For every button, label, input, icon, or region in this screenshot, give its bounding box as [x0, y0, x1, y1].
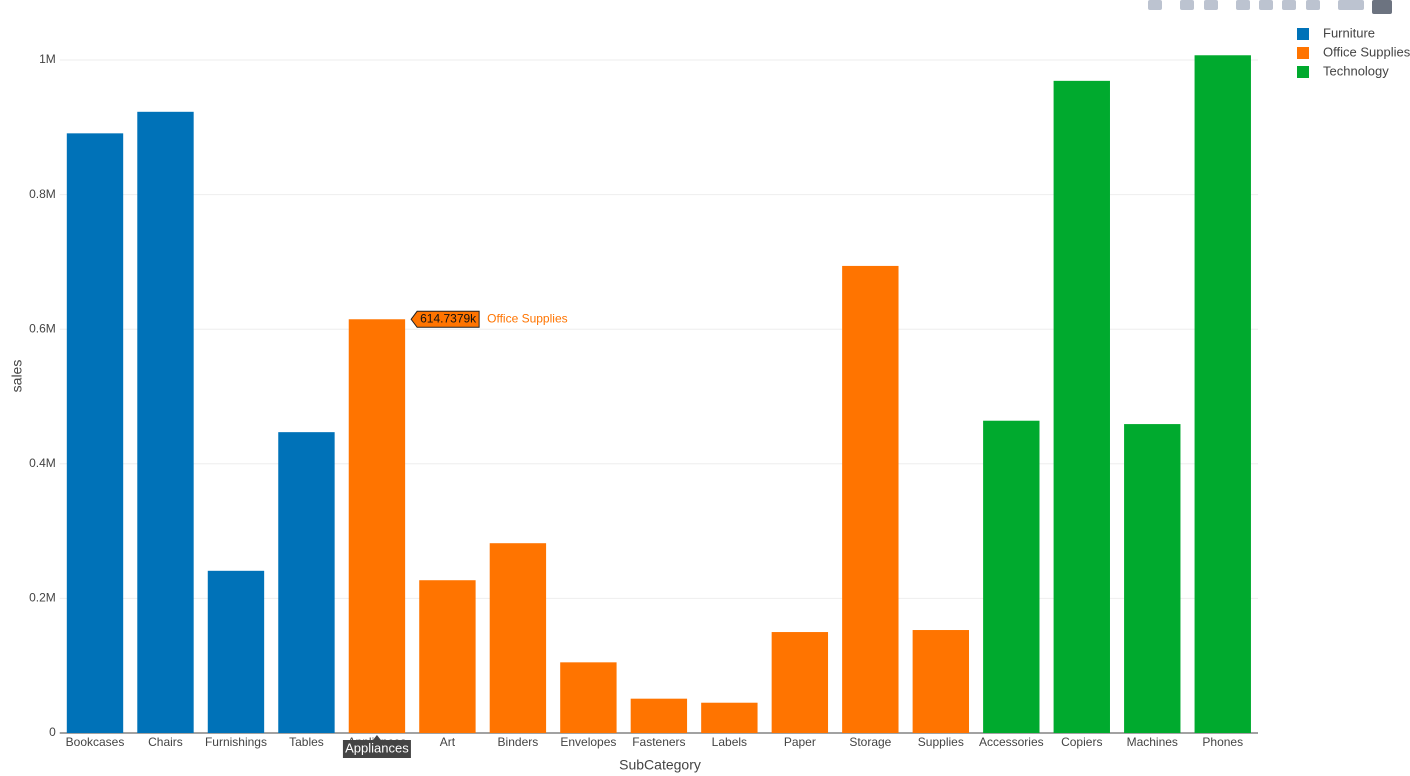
legend-label: Furniture — [1323, 25, 1375, 40]
x-tick-label: Machines — [1127, 735, 1178, 749]
y-tick-label: 0.4M — [29, 456, 56, 470]
home-icon[interactable] — [1306, 0, 1320, 10]
x-tick-label: Storage — [849, 735, 891, 749]
x-axis-label: SubCategory — [619, 757, 701, 773]
y-tick-label: 0 — [49, 725, 56, 739]
toolbar[interactable] — [1148, 0, 1392, 14]
bar — [701, 702, 758, 733]
bar — [630, 698, 688, 733]
y-tick-label: 0.8M — [29, 187, 56, 201]
zoom-icon[interactable] — [1180, 0, 1194, 10]
bar — [842, 265, 899, 733]
bar — [137, 111, 194, 733]
hover-box — [410, 310, 480, 328]
compare-icon[interactable] — [1372, 0, 1392, 14]
x-tick-label: Bookcases — [66, 735, 125, 749]
bar — [419, 580, 476, 733]
bar — [771, 632, 829, 733]
bar — [348, 319, 406, 733]
bar — [912, 630, 970, 733]
x-tick-label: Tables — [289, 735, 324, 749]
x-tick-label: Phones — [1202, 735, 1243, 749]
hover-x-label: Appliances — [345, 740, 409, 755]
legend-swatch — [1297, 28, 1309, 40]
legend-swatch — [1297, 47, 1309, 59]
zoom-out-icon[interactable] — [1259, 0, 1273, 10]
x-tick-label: Envelopes — [560, 735, 616, 749]
x-tick-label: Furnishings — [205, 735, 267, 749]
bar — [1124, 424, 1181, 733]
bar — [1053, 80, 1110, 733]
hover-icon[interactable] — [1338, 0, 1364, 10]
bar — [489, 543, 547, 733]
bar — [560, 662, 617, 733]
legend-label: Office Supplies — [1323, 44, 1410, 59]
bar — [66, 133, 124, 733]
bar — [278, 432, 335, 733]
y-tick-label: 1M — [39, 52, 56, 66]
legend-swatch — [1297, 66, 1309, 78]
x-tick-label: Fasteners — [632, 735, 685, 749]
x-tick-label: Labels — [712, 735, 747, 749]
hover-series: Office Supplies — [487, 311, 568, 325]
y-axis-label: sales — [9, 360, 25, 393]
hover-value: 614.7379k — [420, 311, 477, 325]
x-tick-label: Supplies — [918, 735, 964, 749]
x-tick-label: Accessories — [979, 735, 1044, 749]
x-tick-label: Chairs — [148, 735, 183, 749]
autoscale-icon[interactable] — [1282, 0, 1296, 10]
bar — [1194, 55, 1251, 733]
x-tick-label: Copiers — [1061, 735, 1102, 749]
y-tick-label: 0.6M — [29, 321, 56, 335]
x-tick-label: Paper — [784, 735, 816, 749]
bar — [207, 570, 265, 733]
x-tick-label: Binders — [498, 735, 539, 749]
pan-icon[interactable] — [1204, 0, 1218, 10]
legend-label: Technology — [1323, 63, 1389, 78]
x-tick-label: Art — [440, 735, 456, 749]
hover-x-box — [342, 735, 411, 758]
y-tick-label: 0.2M — [29, 591, 56, 605]
bar — [983, 420, 1040, 733]
camera-icon[interactable] — [1148, 0, 1162, 10]
zoom-in-icon[interactable] — [1236, 0, 1250, 10]
